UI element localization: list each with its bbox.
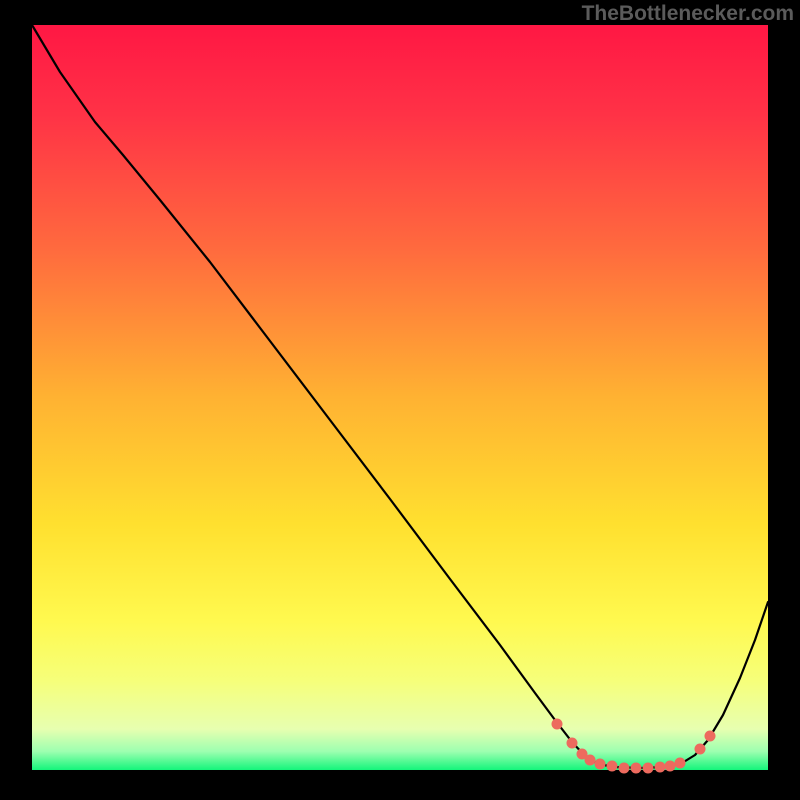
marker-dot [665,761,676,772]
marker-dot [607,761,618,772]
marker-dot [705,731,716,742]
marker-dot [643,763,654,774]
marker-dot [619,763,630,774]
marker-dot [695,744,706,755]
marker-dot [655,762,666,773]
marker-dot [675,758,686,769]
chart-svg [0,0,800,800]
chart-container: TheBottlenecker.com [0,0,800,800]
marker-dot [552,719,563,730]
marker-dot [595,759,606,770]
marker-dot [631,763,642,774]
marker-dot [585,755,596,766]
watermark-label: TheBottlenecker.com [582,2,794,26]
plot-background [32,25,768,770]
marker-dot [567,738,578,749]
